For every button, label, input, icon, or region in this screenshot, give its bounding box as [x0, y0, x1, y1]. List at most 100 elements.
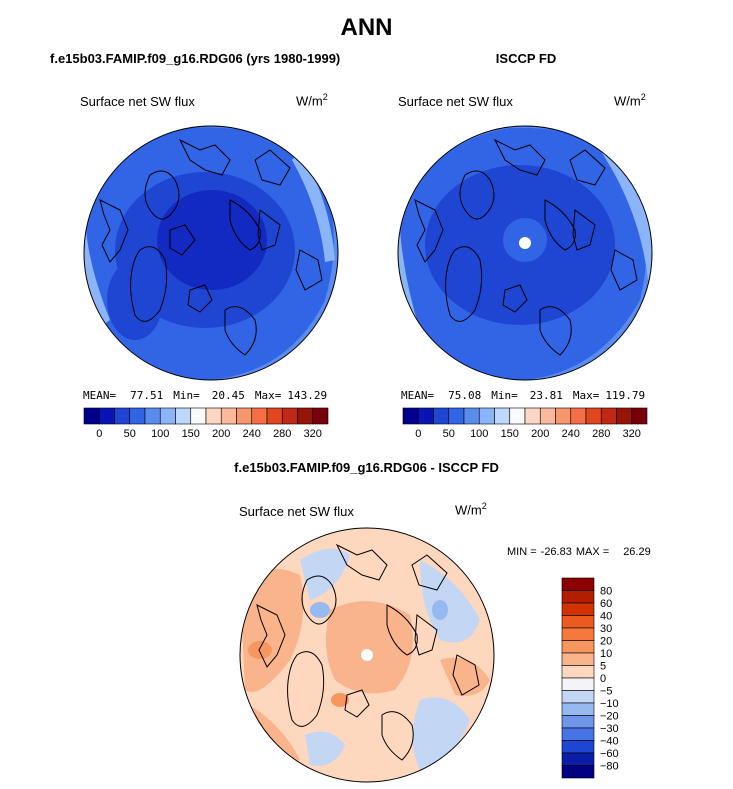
units-exponent: 2 — [322, 92, 328, 102]
colorbar-tick-label: −80 — [600, 761, 619, 773]
colorbar-tick-label: −5 — [600, 686, 613, 698]
colorbar-tick-label: −10 — [600, 698, 619, 710]
units-base: W/m — [455, 502, 482, 518]
colorbar-tick-label: 20 — [600, 636, 612, 648]
colorbar-tick-label: −20 — [600, 711, 619, 723]
colorbar-tick-label: 80 — [600, 586, 612, 598]
max-value: 26.29 — [623, 546, 651, 558]
colorbar-tick-label: 240 — [243, 428, 261, 440]
mean-label: MEAN= — [83, 389, 117, 402]
colorbar-tick-label: 200 — [212, 428, 230, 440]
colorbar-tick-label: 150 — [182, 428, 200, 440]
colorbar-swatch — [561, 615, 595, 629]
missing-data-pole — [519, 237, 531, 249]
colorbar-swatch — [561, 702, 595, 716]
colorbar-swatch — [561, 740, 595, 754]
colorbar-tick-label: 30 — [600, 623, 612, 635]
min-value: 20.45 — [211, 389, 245, 402]
colorbar-swatch — [561, 627, 595, 641]
colorbar-tick-label: 10 — [600, 648, 612, 660]
colorbar-tick-label: 200 — [531, 428, 549, 440]
missing-data-pole — [361, 649, 373, 661]
colorbar-swatch — [561, 602, 595, 616]
map-border — [397, 125, 653, 381]
mean-value: 75.08 — [448, 389, 482, 402]
max-label: MAX = — [575, 546, 610, 558]
units-base: W/m — [614, 93, 641, 109]
colorbar-tick-label: 0 — [96, 428, 102, 440]
colorbar-tick-label: 150 — [501, 428, 519, 440]
colorbar-swatch — [561, 665, 595, 679]
coastlines — [414, 138, 638, 356]
colorbar-tick-label: 280 — [592, 428, 610, 440]
max-label: Max= — [254, 389, 282, 402]
colorbar-swatch — [561, 590, 595, 604]
max-value: 143.29 — [287, 389, 328, 402]
colorbar-swatch — [561, 752, 595, 766]
units-label: W/m2 — [455, 501, 487, 517]
variable-label: Surface net SW flux — [239, 504, 354, 519]
colorbar-swatch — [631, 407, 648, 425]
colorbar-tick-label: −30 — [600, 723, 619, 735]
colorbar-tick-label: 60 — [600, 598, 612, 610]
stats-line: MEAN= 75.08 Min= 23.81 Max= 119.79 — [401, 389, 645, 402]
units-label: W/m2 — [296, 92, 328, 108]
colorbar-tick-label: 5 — [600, 661, 606, 673]
min-value: 23.81 — [529, 389, 563, 402]
min-label: MIN = — [507, 546, 537, 558]
colorbar-swatch — [561, 715, 595, 729]
max-label: Max= — [572, 389, 600, 402]
colorbar-tick-label: 0 — [600, 673, 606, 685]
colorbar-tick-label: −40 — [600, 736, 619, 748]
colorbar-tick-label: 50 — [124, 428, 136, 440]
mean-value: 77.51 — [130, 389, 164, 402]
colorbar-tick-label: 320 — [304, 428, 322, 440]
colorbar-tick-label: 100 — [470, 428, 488, 440]
colorbar-swatch — [561, 577, 595, 591]
colorbar-tick-label: 50 — [443, 428, 455, 440]
min-label: Min= — [173, 389, 200, 402]
map-border — [239, 527, 495, 783]
colorbar-tick-label: 280 — [273, 428, 291, 440]
map-border — [83, 125, 339, 381]
units-base: W/m — [296, 93, 323, 109]
map-field — [240, 528, 494, 782]
colorbar-swatch — [561, 677, 595, 691]
min-label: Min= — [491, 389, 518, 402]
max-value: 119.79 — [605, 389, 646, 402]
variable-label: Surface net SW flux — [80, 94, 195, 109]
colorbar-tick-label: 40 — [600, 611, 612, 623]
stats-line: MEAN= 77.51 Min= 20.45 Max= 143.29 — [83, 389, 327, 402]
colorbar-tick-label: 240 — [562, 428, 580, 440]
diff-title: f.e15b03.FAMIP.f09_g16.RDG06 - ISCCP FD — [234, 460, 499, 475]
case-title-obs: ISCCP FD — [495, 51, 557, 66]
units-exponent: 2 — [481, 501, 487, 511]
variable-label: Surface net SW flux — [398, 94, 513, 109]
colorbar-tick-label: 100 — [151, 428, 169, 440]
colorbar-swatch — [561, 690, 595, 704]
colorbar-swatch — [312, 407, 329, 425]
colorbar-tick-label: −60 — [600, 748, 619, 760]
units-exponent: 2 — [640, 92, 646, 102]
coastlines — [99, 138, 323, 356]
min-value: -26.83 — [540, 546, 572, 558]
colorbar-swatch — [561, 727, 595, 741]
colorbar-swatch — [561, 765, 595, 779]
coastlines — [256, 543, 480, 761]
colorbar-swatch — [561, 652, 595, 666]
case-title-model: f.e15b03.FAMIP.f09_g16.RDG06 (yrs 1980-1… — [50, 51, 341, 66]
units-label: W/m2 — [614, 92, 646, 108]
page-title: ANN — [340, 14, 393, 41]
colorbar-tick-label: 0 — [415, 428, 421, 440]
colorbar-swatch — [561, 640, 595, 654]
colorbar-tick-label: 320 — [623, 428, 641, 440]
stats-line: MIN = -26.83 MAX = 26.29 — [507, 546, 651, 558]
